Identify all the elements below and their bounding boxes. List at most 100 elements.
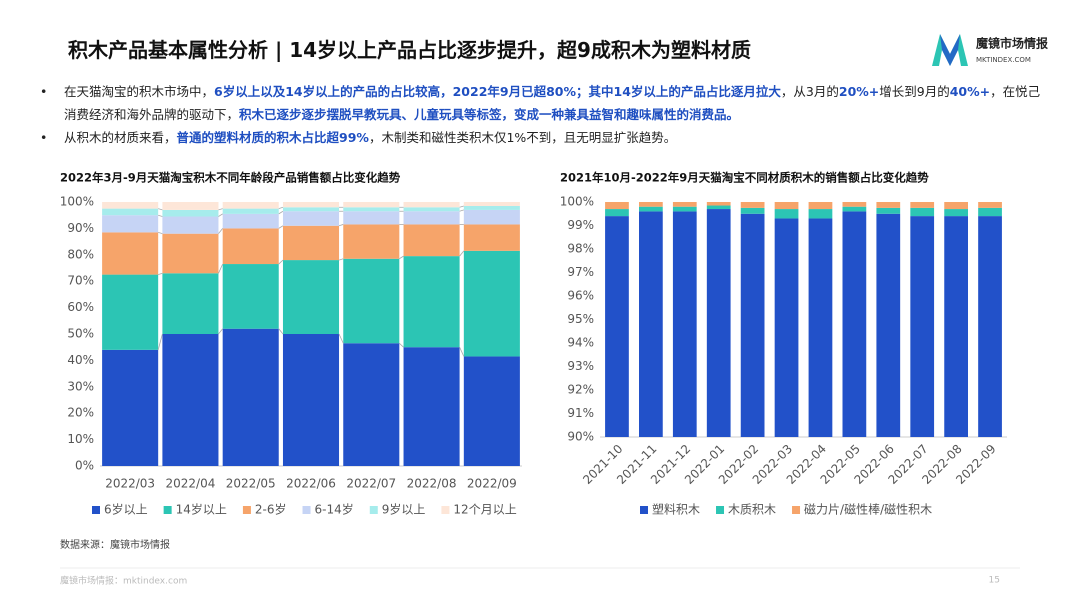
y-tick-label: 0%	[75, 459, 94, 473]
bar-segment	[978, 216, 1002, 437]
chart-title: 2022年3月-9月天猫淘宝积木不同年龄段产品销售额占比变化趋势	[60, 171, 401, 185]
bullet-text: 在天猫淘宝的积木市场中，	[64, 84, 215, 99]
legend-label: 磁力片/磁性棒/磁性积木	[804, 502, 932, 517]
source-note: 数据来源：魔镜市场情报	[60, 538, 170, 551]
legend-label: 12个月以上	[453, 503, 516, 517]
connector-line	[218, 208, 223, 211]
x-tick-label: 2022/06	[286, 477, 336, 491]
bar-segment	[910, 216, 935, 437]
bar-segment	[842, 206, 867, 212]
y-tick-label: 97%	[567, 265, 594, 279]
bar-segment	[672, 206, 697, 212]
bar-segment	[639, 211, 663, 437]
bar-segment	[876, 202, 901, 208]
bar-segment	[842, 202, 867, 207]
bar-segment	[222, 228, 279, 265]
bar-segment	[403, 202, 460, 208]
bar-segment	[672, 202, 697, 207]
bar-segment	[740, 213, 765, 437]
bar-segment	[343, 207, 400, 212]
bar-segment	[343, 211, 400, 225]
chart-title: 2021年10月-2022年9月天猫淘宝不同材质积木的销售额占比变化趋势	[560, 171, 929, 185]
bar-segment	[403, 211, 460, 225]
legend-label: 木质积木	[728, 503, 776, 517]
bar-segment	[639, 206, 663, 212]
y-tick-label: 80%	[67, 247, 94, 261]
legend-swatch	[716, 506, 725, 514]
bar-segment	[463, 356, 520, 466]
bar-segment	[463, 224, 520, 251]
y-tick-label: 93%	[567, 359, 594, 373]
bar-segment	[102, 274, 159, 350]
bullet-text: ，在悦己消费经济和海外品牌的驱动下，	[64, 84, 1041, 122]
bar-segment	[706, 202, 731, 206]
bar-segment	[639, 202, 663, 207]
bar-segment	[910, 202, 935, 208]
bar-segment	[222, 213, 279, 229]
connector-line	[218, 263, 224, 274]
x-tick-label: 2022/05	[226, 477, 276, 491]
y-tick-label: 99%	[567, 218, 594, 232]
bar-segment	[102, 208, 159, 216]
y-tick-label: 90%	[567, 430, 594, 444]
legend-label: 塑料积木	[652, 502, 700, 517]
connector-line	[218, 328, 223, 335]
bar-segment	[222, 202, 279, 209]
emphasis-text: 积木已逐步逐步摆脱早教玩具、儿童玩具等标签，变成一种兼具益智和趣味属性的消费品。	[239, 107, 740, 122]
legend-swatch	[441, 506, 450, 514]
legend-swatch	[302, 506, 311, 514]
bar-segment	[282, 225, 340, 261]
page-number: 15	[989, 576, 1000, 586]
y-tick-label: 95%	[567, 312, 594, 326]
bar-segment	[282, 260, 340, 334]
bar-segment	[740, 202, 765, 208]
y-tick-label: 30%	[67, 379, 94, 393]
connector-line	[399, 342, 404, 348]
legend-swatch	[640, 506, 648, 514]
emphasis-text: 40%+	[949, 84, 991, 99]
connector-line	[158, 214, 163, 217]
logo-text: 魔镜市场情报	[976, 36, 1048, 51]
logo-sub: MKTINDEX.COM	[976, 56, 1031, 64]
bar-segment	[403, 256, 460, 348]
bar-segment	[222, 208, 279, 214]
legend-swatch	[369, 506, 378, 514]
connector-line	[459, 209, 464, 212]
bar-segment	[774, 202, 799, 210]
emphasis-text: 20%+	[838, 84, 880, 99]
connector-line	[218, 213, 223, 217]
connector-line	[278, 210, 284, 215]
connector-line	[278, 225, 284, 229]
bar-segment	[162, 209, 219, 217]
legend-label: 6岁以上	[104, 502, 148, 517]
connector-line	[218, 228, 223, 234]
bar-segment	[808, 218, 833, 437]
bar-segment	[740, 207, 765, 214]
bar-segment	[102, 202, 159, 209]
y-tick-label: 94%	[567, 336, 594, 350]
bar-segment	[162, 202, 219, 210]
bar-segment	[774, 209, 799, 219]
connector-line	[158, 272, 163, 275]
legend-swatch	[92, 506, 100, 514]
bar-segment	[162, 334, 219, 466]
logo: 魔镜市场情报 MKTINDEX.COM	[928, 28, 1058, 76]
bar-segment	[343, 202, 400, 208]
connector-line	[158, 208, 163, 211]
bar-segment	[343, 258, 400, 344]
bar-segment	[944, 216, 968, 437]
y-tick-label: 98%	[567, 242, 594, 256]
bar-segment	[222, 328, 279, 466]
connector-line	[278, 206, 284, 209]
bar-segment	[808, 202, 833, 210]
connector-line	[459, 347, 465, 357]
bar-segment	[876, 213, 901, 437]
y-tick-label: 100%	[560, 195, 594, 209]
y-tick-label: 40%	[67, 353, 94, 367]
legend-swatch	[163, 506, 172, 514]
y-tick-label: 20%	[67, 406, 94, 420]
legend-label: 2-6岁	[255, 502, 287, 517]
connector-line	[278, 259, 284, 265]
